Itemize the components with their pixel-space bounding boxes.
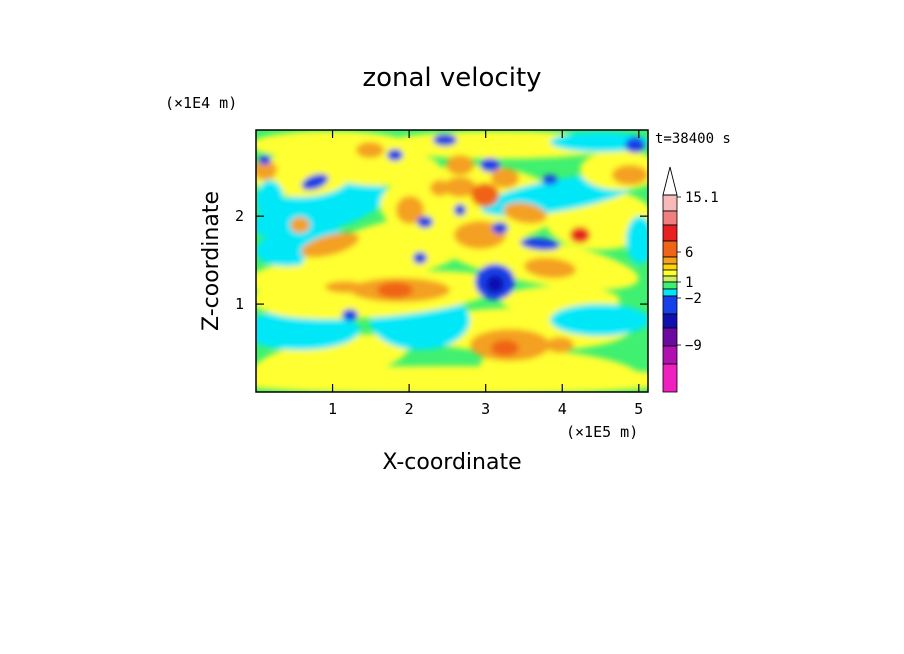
field-contour-region <box>520 237 560 251</box>
field-contour-region <box>480 158 500 172</box>
field-contour-region <box>256 160 277 180</box>
field-contour-region <box>259 155 271 165</box>
field-contour-region <box>550 132 648 152</box>
field-contour-region <box>542 175 558 185</box>
field-contour-region <box>491 340 519 356</box>
field-contour-region <box>471 183 499 207</box>
velocity-field <box>256 130 648 392</box>
y-tick-label: 2 <box>235 207 244 225</box>
field-contour-region <box>387 149 403 161</box>
field-contour-region <box>612 165 648 185</box>
colorbar-swatch <box>662 275 678 283</box>
colorbar-label: −2 <box>685 291 702 307</box>
field-contour-region <box>486 275 504 293</box>
field-contour-region <box>342 309 358 321</box>
x-tick-label: 2 <box>405 400 414 418</box>
field-contour-region <box>396 196 424 224</box>
colorbar-swatch <box>662 263 678 271</box>
field-contour-region <box>492 222 508 234</box>
colorbar <box>662 166 678 393</box>
field-contour-region <box>503 202 547 224</box>
field-contour-region <box>430 180 450 196</box>
plot-frame <box>255 129 649 393</box>
field-contour-region <box>417 216 433 228</box>
x-axis-multiplier: (×1E5 m) <box>566 423 638 441</box>
y-tick-label: 1 <box>235 295 244 313</box>
field-contour-region <box>300 232 360 258</box>
field-contour-region <box>256 180 284 220</box>
field-contour-region <box>444 177 476 197</box>
colorbar-swatch <box>662 224 678 242</box>
x-tick-label: 3 <box>481 400 490 418</box>
field-contour-region <box>524 257 576 279</box>
field-contour-region <box>454 204 466 216</box>
colorbar-label: −9 <box>685 338 702 354</box>
field-contour-region <box>325 281 365 293</box>
colorbar-extend-arrow <box>662 166 678 196</box>
field-contour-region <box>625 137 645 153</box>
field-contour-region <box>256 310 360 350</box>
field-contour-region <box>413 252 427 264</box>
y-axis: 12 <box>235 207 648 313</box>
colorbar-swatch <box>662 210 678 226</box>
field-contour-region <box>301 173 329 191</box>
colorbar-labels: 15.1 6 1−2 −9 <box>677 190 719 354</box>
colorbar-swatch <box>662 363 678 393</box>
time-label: t=38400 s <box>655 131 731 147</box>
colorbar-label: 6 <box>685 245 693 261</box>
x-axis-title: X-coordinate <box>382 450 521 475</box>
colorbar-swatch <box>662 194 678 212</box>
field-contour-region <box>256 182 388 238</box>
colorbar-swatch <box>662 295 678 315</box>
field-contour-region <box>626 216 648 264</box>
colorbar-label: 1 <box>685 275 693 291</box>
field-contour-region <box>446 155 474 175</box>
colorbar-swatch <box>662 240 678 258</box>
field-contour-region <box>256 286 330 314</box>
field-contour-region <box>433 134 457 146</box>
field-contour-region <box>491 168 519 188</box>
colorbar-swatch <box>662 313 678 329</box>
field-contour-region <box>550 304 648 336</box>
x-tick-label: 5 <box>634 400 643 418</box>
field-contour-region <box>290 217 310 233</box>
chart-title: zonal velocity <box>362 63 541 93</box>
y-axis-multiplier: (×1E4 m) <box>165 94 237 112</box>
field-contour-region <box>320 150 440 186</box>
colorbar-swatch <box>662 327 678 347</box>
x-tick-label: 4 <box>558 400 567 418</box>
field-contour-region <box>546 337 574 353</box>
colorbar-label: 15.1 <box>685 190 719 206</box>
colorbar-swatch <box>662 288 678 297</box>
x-axis: 1 2 3 4 5 <box>328 130 643 418</box>
field-contour-region <box>377 282 413 298</box>
colorbar-swatch <box>662 269 678 277</box>
colorbar-swatch <box>662 256 678 265</box>
colorbar-swatch <box>662 345 678 365</box>
y-axis-title: Z-coordinate <box>199 191 224 331</box>
x-tick-label: 1 <box>328 400 337 418</box>
field-contour-region <box>356 142 384 158</box>
field-contour-region <box>570 227 590 243</box>
colorbar-swatch <box>662 281 678 290</box>
